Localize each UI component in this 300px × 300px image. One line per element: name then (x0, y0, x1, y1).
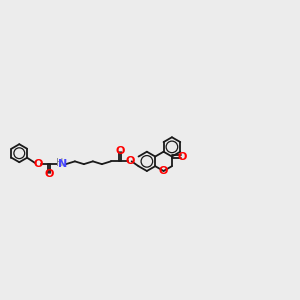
Text: O: O (44, 169, 54, 179)
Text: O: O (115, 146, 124, 156)
Text: N: N (58, 159, 67, 169)
Text: O: O (178, 152, 187, 161)
Text: H: H (56, 158, 63, 168)
Text: O: O (159, 167, 168, 176)
Text: O: O (125, 156, 134, 167)
Text: O: O (34, 159, 43, 169)
